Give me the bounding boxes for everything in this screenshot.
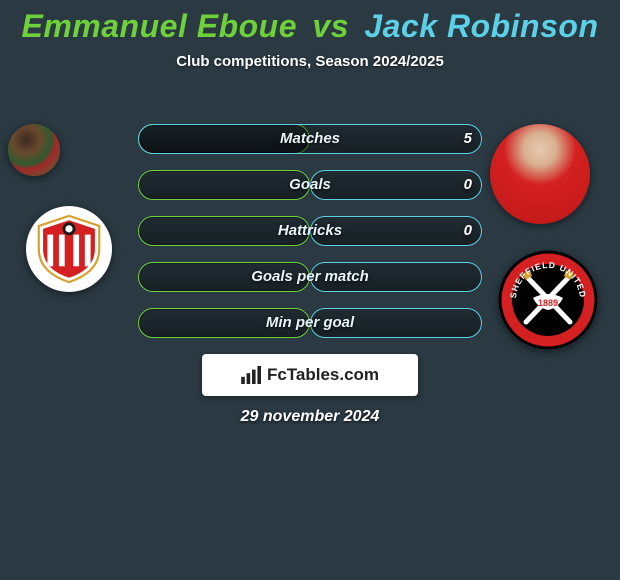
stat-row: Hattricks0 — [138, 216, 482, 246]
club1-crest-icon — [33, 213, 105, 285]
stat-label: Goals — [138, 170, 482, 200]
club2-year: 1889 — [538, 298, 558, 308]
club2-crest-icon: 1889 SHEFFIELD UNITED — [498, 250, 598, 350]
bar-chart-icon — [241, 366, 263, 384]
player1-avatar — [8, 124, 60, 176]
stat-row: Goals per match — [138, 262, 482, 292]
date-text: 29 november 2024 — [0, 408, 620, 426]
brand-badge: FcTables.com — [202, 354, 418, 396]
subtitle: Club competitions, Season 2024/2025 — [0, 53, 620, 70]
club1-badge — [26, 206, 112, 292]
title-player1: Emmanuel Eboue — [22, 8, 298, 44]
stat-label: Hattricks — [138, 216, 482, 246]
title-separator: vs — [312, 8, 349, 44]
stat-label: Goals per match — [138, 262, 482, 292]
stat-value-p2: 0 — [464, 216, 472, 246]
stat-label: Min per goal — [138, 308, 482, 338]
club2-badge: 1889 SHEFFIELD UNITED — [498, 250, 598, 350]
stat-row: Matches5 — [138, 124, 482, 154]
page-title: Emmanuel Eboue vs Jack Robinson — [0, 0, 620, 45]
stat-label: Matches — [138, 124, 482, 154]
stat-value-p2: 5 — [464, 124, 472, 154]
title-player2: Jack Robinson — [364, 8, 598, 44]
player2-avatar — [490, 124, 590, 224]
stat-row: Min per goal — [138, 308, 482, 338]
stat-row: Goals0 — [138, 170, 482, 200]
comparison-bars: Matches5Goals0Hattricks0Goals per matchM… — [138, 124, 482, 354]
brand-text: FcTables.com — [267, 365, 379, 385]
stat-value-p2: 0 — [464, 170, 472, 200]
